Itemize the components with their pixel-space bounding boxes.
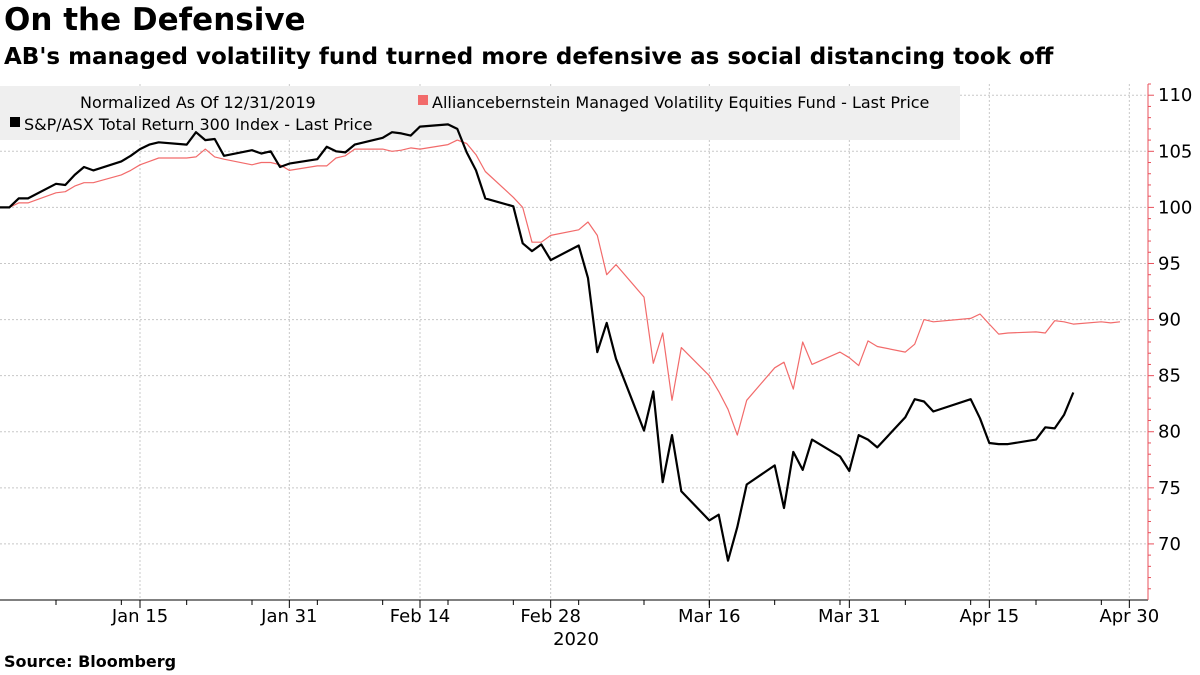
legend-label-index: S&P/ASX Total Return 300 Index - Last Pr…: [24, 115, 373, 134]
chart-title: On the Defensive: [4, 2, 306, 38]
chart-subtitle: AB's managed volatility fund turned more…: [4, 44, 1054, 70]
y-tick-label: 110: [1158, 85, 1192, 106]
x-tick-label: Feb 28: [520, 606, 581, 627]
x-tick-label: Jan 31: [260, 606, 317, 627]
y-tick-label: 75: [1158, 478, 1181, 499]
legend: Normalized As Of 12/31/2019 Alliancebern…: [10, 93, 929, 134]
series-layer: [0, 123, 1121, 562]
x-tick-label: Apr 30: [1099, 606, 1159, 627]
series-line-index: [0, 123, 1075, 562]
source-note: Source: Bloomberg: [4, 652, 177, 671]
x-axis-label: 2020: [553, 629, 599, 650]
y-tick-label: 70: [1158, 534, 1181, 555]
axis-layer: 70 75 80 85 90 95 100 105 110 Jan 15 Jan 31 Feb 14 F…: [0, 83, 1192, 627]
y-tick-label: 90: [1158, 310, 1181, 331]
legend-swatch-index: [10, 117, 20, 127]
legend-label-fund: Alliancebernstein Managed Volatility Equ…: [432, 93, 929, 112]
x-tick-label: Feb 14: [390, 606, 451, 627]
x-tick-label: Mar 16: [678, 606, 741, 627]
legend-swatch-fund: [418, 95, 428, 105]
legend-background: [0, 86, 960, 140]
y-tick-label: 100: [1158, 197, 1192, 218]
x-tick-label: Mar 31: [818, 606, 881, 627]
y-tick-label: 105: [1158, 141, 1192, 162]
y-tick-label: 85: [1158, 366, 1181, 387]
x-tick-label: Jan 15: [111, 606, 168, 627]
series-line-fund: [0, 139, 1121, 436]
grid-layer: [0, 84, 1148, 600]
y-tick-label: 95: [1158, 253, 1181, 274]
y-tick-label: 80: [1158, 422, 1181, 443]
legend-title: Normalized As Of 12/31/2019: [80, 93, 316, 112]
x-tick-label: Apr 15: [959, 606, 1019, 627]
